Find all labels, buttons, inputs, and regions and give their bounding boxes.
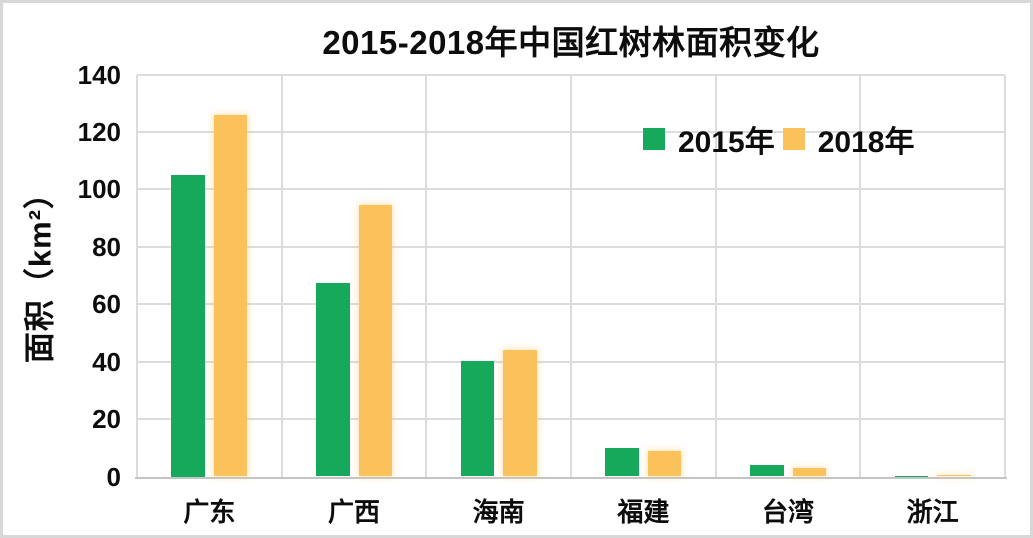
x-category-label: 广西 xyxy=(327,497,380,527)
bar-series-0 xyxy=(171,175,205,477)
v-gridline xyxy=(570,74,572,477)
chart-title: 2015-2018年中国红树林面积变化 xyxy=(322,24,820,61)
legend: 2015年 2018年 xyxy=(643,117,915,161)
bar-series-1 xyxy=(503,350,537,477)
legend-item-2018: 2018年 xyxy=(782,117,915,161)
legend-label-2018: 2018年 xyxy=(817,126,915,159)
v-gridline xyxy=(425,74,428,477)
v-gridline xyxy=(859,74,862,477)
x-category-label: 海南 xyxy=(472,497,525,527)
bar-series-0 xyxy=(605,448,639,477)
bar-series-1 xyxy=(792,468,826,477)
x-category-label: 台湾 xyxy=(761,497,814,527)
v-gridline xyxy=(280,74,283,477)
bar-series-0 xyxy=(894,475,929,477)
y-tick-label: 20 xyxy=(92,404,121,435)
y-tick-label: 140 xyxy=(77,59,121,90)
y-tick-label: 0 xyxy=(106,461,121,492)
bar-series-1 xyxy=(358,205,392,477)
y-tick-label: 40 xyxy=(92,346,121,377)
v-gridline xyxy=(1004,74,1006,477)
bar-series-0 xyxy=(316,282,350,477)
x-category-label: 福建 xyxy=(617,497,670,527)
legend-swatch-2015 xyxy=(643,128,665,150)
legend-item-2015: 2015年 xyxy=(643,117,775,161)
y-tick-label: 80 xyxy=(92,231,121,262)
bar-series-1 xyxy=(647,450,682,477)
y-tick-label: 60 xyxy=(92,289,121,320)
bar-series-1 xyxy=(937,474,971,477)
x-axis-line xyxy=(135,476,1007,479)
bar-series-1 xyxy=(213,114,248,477)
y-tick-label: 100 xyxy=(77,174,121,205)
legend-swatch-2018 xyxy=(782,128,805,150)
y-tick-label: 120 xyxy=(77,116,121,147)
x-category-label: 广东 xyxy=(183,497,236,527)
legend-label-2015: 2015年 xyxy=(678,126,775,159)
v-gridline xyxy=(714,74,717,477)
bar-series-0 xyxy=(460,360,495,477)
v-gridline xyxy=(136,74,138,477)
bar-series-0 xyxy=(750,465,784,477)
x-category-label: 浙江 xyxy=(906,497,959,527)
